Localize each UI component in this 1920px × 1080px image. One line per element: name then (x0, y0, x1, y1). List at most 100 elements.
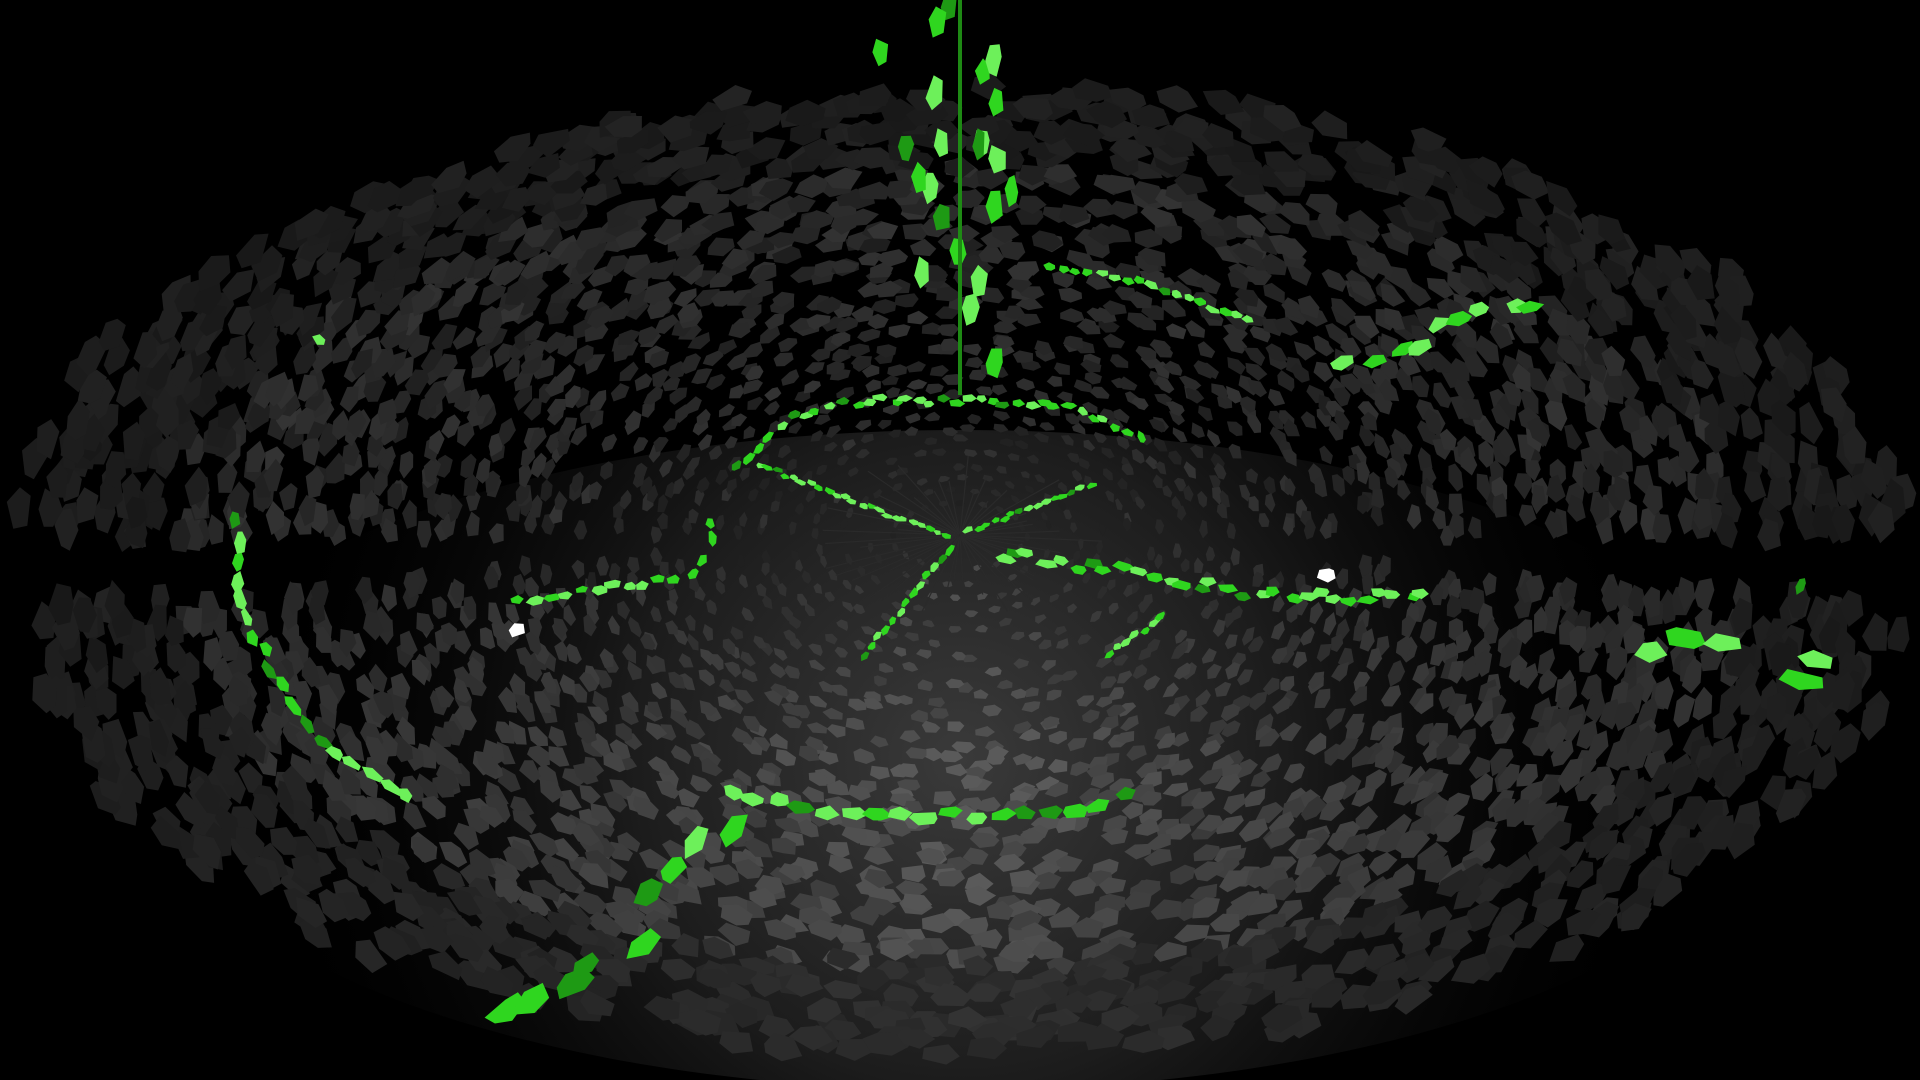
wall-cell (1085, 275, 1113, 290)
wall-cell (493, 259, 526, 286)
wall-cell (1109, 87, 1147, 113)
wall-cell (742, 715, 760, 733)
wall-cell (1102, 815, 1127, 834)
wall-cell (613, 516, 624, 535)
wall-cell (1631, 265, 1659, 301)
wall-cell (429, 690, 449, 716)
wall-cell (1247, 892, 1278, 916)
wall-cell (936, 869, 966, 887)
wall-cell (497, 766, 521, 793)
wall-cell (316, 626, 332, 653)
trail-cell-lower-curve (887, 806, 913, 821)
trail-cell-inner-ring (937, 394, 951, 403)
wall-cell (519, 760, 541, 784)
wall-cell (1389, 442, 1405, 464)
wall-cell (184, 466, 208, 507)
wall-cell (835, 924, 866, 946)
wall-cell (373, 926, 412, 961)
wall-cell (1162, 682, 1179, 698)
wall-cell (774, 490, 783, 503)
wall-cell (842, 601, 854, 613)
wall-cell (638, 326, 661, 346)
wall-cell (551, 865, 583, 893)
wall-cell (822, 316, 846, 332)
wall-cell (1173, 477, 1187, 492)
wall-cell (1179, 375, 1202, 391)
wall-cell (1032, 860, 1061, 877)
wall-cell (1121, 463, 1134, 476)
wall-cell (584, 850, 611, 874)
wall-cell (557, 900, 592, 931)
wall-cell (858, 250, 883, 266)
wall-cell (431, 160, 467, 194)
wall-cell (375, 729, 398, 757)
wall-cell (984, 666, 1002, 677)
wall-cell (848, 698, 867, 711)
wall-cell (1132, 104, 1170, 128)
wall-cell (54, 508, 79, 551)
wall-cell (1331, 474, 1346, 497)
wall-cell (559, 124, 595, 152)
wall-cell (1122, 517, 1132, 532)
wall-cell (1226, 385, 1243, 404)
wall-cell (583, 613, 597, 637)
wall-cell (904, 632, 919, 642)
wall-cell (1259, 212, 1291, 234)
wall-cell (1506, 799, 1530, 827)
wall-cell (437, 454, 453, 478)
wall-cell (659, 561, 669, 578)
wall-cell (649, 350, 670, 369)
wall-cell (928, 697, 945, 708)
wall-cell (709, 654, 724, 671)
wall-cell (747, 488, 759, 502)
trail-cell-lower-curve (908, 812, 938, 826)
wall-cell (1004, 305, 1026, 320)
wall-cell (1365, 250, 1394, 278)
wall-cell (559, 789, 582, 811)
trail-cell-right-branch (1053, 554, 1069, 566)
wall-cell (816, 464, 828, 476)
wall-cell (250, 793, 278, 828)
wall-cell (1058, 499, 1067, 511)
wall-cell (1531, 882, 1564, 910)
wall-cell (747, 396, 764, 410)
wall-cell (794, 390, 811, 403)
wall-cell (758, 477, 771, 491)
trail-cell-lower-curve (770, 791, 790, 807)
wall-cell (619, 361, 639, 382)
ray-line (913, 497, 961, 536)
wall-cell (586, 305, 614, 329)
wall-cell (1516, 763, 1538, 787)
trail-cell-top-column (1004, 175, 1019, 208)
wall-cell (523, 339, 547, 364)
wall-cell (647, 701, 663, 718)
wall-cell (741, 607, 755, 622)
wall-cell (996, 679, 1013, 690)
wall-cell (1293, 341, 1317, 361)
wall-cell (570, 424, 587, 446)
trail-cell-inner-ring (912, 396, 927, 404)
wall-cell (1316, 643, 1332, 662)
wall-cell (1417, 842, 1448, 871)
wall-cell (915, 847, 946, 866)
wall-cell (1450, 953, 1491, 984)
wall-cell (775, 749, 797, 767)
wall-cell (891, 601, 903, 610)
wall-cell (579, 672, 599, 692)
wall-cell (1263, 105, 1302, 132)
wall-cell (706, 373, 726, 391)
ray-line (867, 470, 961, 536)
wall-cell (559, 674, 576, 696)
wall-cell (937, 324, 959, 337)
wall-cell (662, 375, 681, 392)
wall-cell (750, 280, 774, 299)
wall-cell (1216, 503, 1228, 519)
trail-cell-upper-right (1069, 267, 1081, 276)
wall-cell (1424, 854, 1453, 883)
wall-cell (1155, 376, 1175, 394)
trail-cell-inner-ring (807, 407, 819, 416)
wall-cell (1276, 237, 1308, 260)
trail-cell-right-cluster (1702, 633, 1742, 652)
wall-cell (397, 191, 437, 219)
